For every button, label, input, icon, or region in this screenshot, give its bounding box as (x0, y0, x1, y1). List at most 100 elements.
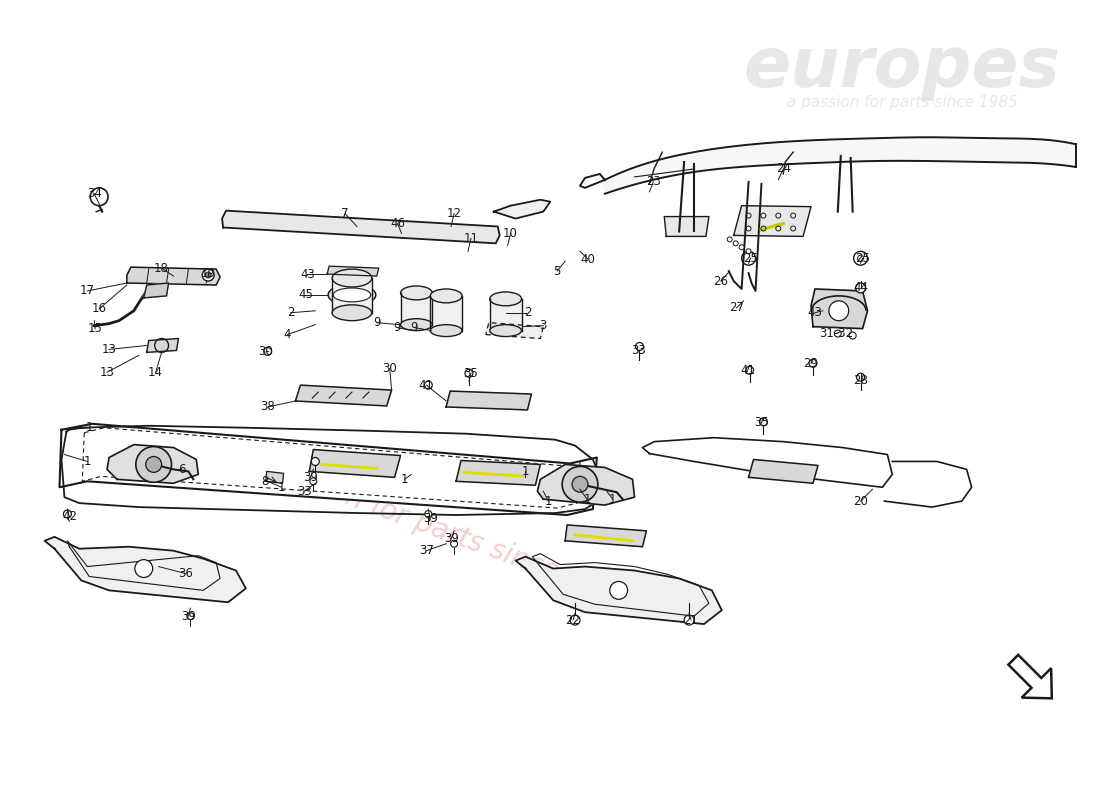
Circle shape (264, 347, 272, 355)
Circle shape (425, 381, 432, 389)
Text: 1: 1 (278, 481, 285, 494)
Polygon shape (266, 471, 284, 483)
Circle shape (829, 301, 849, 321)
Text: 30: 30 (258, 345, 273, 358)
Text: 1: 1 (521, 465, 529, 478)
Circle shape (572, 476, 587, 492)
Text: 29: 29 (803, 357, 818, 370)
Ellipse shape (400, 286, 432, 300)
Text: 39: 39 (180, 610, 196, 622)
Text: 20: 20 (854, 494, 868, 508)
Polygon shape (400, 293, 432, 325)
Text: 38: 38 (261, 401, 275, 414)
Polygon shape (107, 445, 198, 483)
Circle shape (734, 241, 738, 246)
Polygon shape (734, 206, 811, 237)
Polygon shape (296, 385, 392, 406)
Circle shape (746, 366, 754, 374)
Text: 30: 30 (383, 362, 397, 374)
Polygon shape (749, 459, 818, 483)
Text: 36: 36 (178, 567, 192, 580)
Polygon shape (430, 296, 462, 330)
Text: 11: 11 (463, 232, 478, 245)
Circle shape (64, 510, 72, 518)
Ellipse shape (332, 305, 372, 321)
Text: 2: 2 (524, 306, 531, 319)
Ellipse shape (328, 284, 376, 306)
Text: 13: 13 (101, 343, 117, 356)
Polygon shape (664, 217, 708, 237)
Circle shape (206, 272, 211, 278)
Text: 46: 46 (390, 217, 405, 230)
Text: 14: 14 (148, 366, 163, 378)
Text: 43: 43 (300, 267, 315, 281)
Text: 9: 9 (373, 316, 381, 329)
FancyArrow shape (1009, 655, 1052, 698)
Circle shape (727, 237, 733, 242)
Text: 17: 17 (79, 285, 95, 298)
Polygon shape (565, 525, 647, 546)
Text: 3: 3 (540, 319, 547, 332)
Text: 5: 5 (553, 265, 561, 278)
Circle shape (465, 370, 473, 377)
Text: 41: 41 (419, 378, 433, 392)
Text: 10: 10 (503, 227, 518, 240)
Text: 35: 35 (755, 416, 769, 430)
Ellipse shape (333, 288, 371, 302)
Circle shape (187, 613, 194, 620)
Text: 22: 22 (565, 614, 581, 626)
Text: 12: 12 (447, 207, 462, 220)
Ellipse shape (400, 318, 432, 330)
Text: 26: 26 (713, 274, 728, 287)
Polygon shape (146, 338, 178, 353)
Polygon shape (490, 299, 521, 330)
Text: 9: 9 (393, 321, 400, 334)
Ellipse shape (490, 292, 521, 306)
Text: 44: 44 (854, 282, 868, 294)
Circle shape (570, 615, 580, 625)
Text: 40: 40 (581, 253, 595, 266)
Polygon shape (811, 289, 868, 329)
Text: 33: 33 (631, 344, 646, 357)
Polygon shape (45, 537, 246, 602)
Polygon shape (59, 424, 597, 515)
Text: 18: 18 (154, 262, 169, 274)
Circle shape (857, 374, 865, 381)
Text: 35: 35 (463, 366, 478, 380)
Circle shape (856, 283, 866, 293)
Text: 31-32: 31-32 (818, 327, 852, 340)
Polygon shape (494, 200, 550, 218)
Circle shape (425, 510, 432, 518)
Circle shape (310, 478, 317, 485)
Text: 1: 1 (583, 493, 591, 506)
Text: 42: 42 (62, 510, 77, 523)
Text: 43: 43 (807, 306, 823, 319)
Text: a passion for parts since 1985: a passion for parts since 1985 (786, 95, 1018, 110)
Text: 23: 23 (646, 175, 661, 188)
Text: 39: 39 (302, 471, 318, 484)
Text: 21: 21 (683, 614, 698, 626)
Polygon shape (327, 266, 378, 276)
Polygon shape (516, 557, 722, 624)
Text: 34: 34 (87, 187, 101, 200)
Ellipse shape (430, 289, 462, 303)
Circle shape (562, 466, 598, 502)
Text: 24: 24 (776, 162, 791, 175)
Text: 16: 16 (91, 302, 107, 315)
Text: 7: 7 (341, 207, 349, 220)
Ellipse shape (430, 325, 462, 337)
Circle shape (684, 615, 694, 625)
Text: 37: 37 (419, 544, 433, 558)
Text: 6: 6 (178, 463, 185, 476)
Ellipse shape (490, 325, 521, 337)
Circle shape (808, 359, 817, 367)
Ellipse shape (332, 269, 372, 287)
Circle shape (834, 330, 842, 337)
Circle shape (145, 457, 162, 472)
Polygon shape (222, 210, 499, 243)
Text: 1: 1 (544, 494, 552, 508)
Polygon shape (456, 461, 540, 486)
Text: 8: 8 (261, 475, 268, 488)
Circle shape (609, 582, 628, 599)
Text: 45: 45 (298, 289, 312, 302)
